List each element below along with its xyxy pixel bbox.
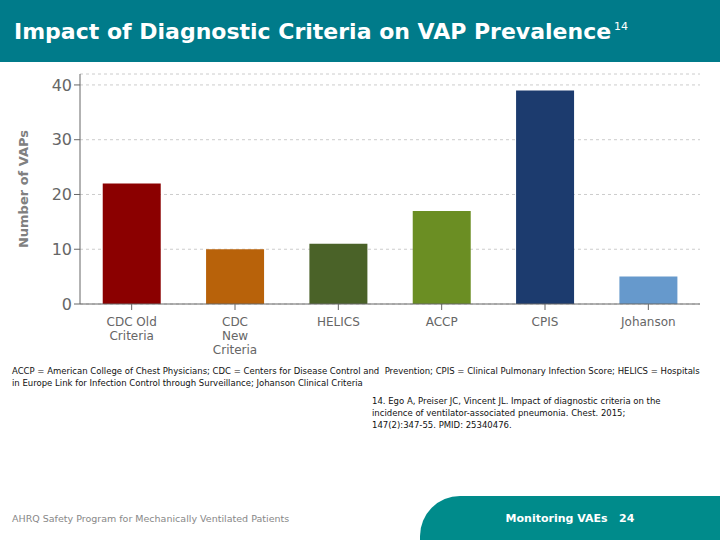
html-text:14. Ego A, Preiser JC, Vincent: 14. Ego A, Preiser JC, Vincent JL. Impac…	[372, 395, 661, 430]
svg-text:Number of VAPs: Number of VAPs	[16, 130, 31, 248]
svg-text:0: 0	[62, 295, 72, 314]
html-text:Monitoring VAEs 24: Monitoring VAEs 24	[505, 511, 635, 525]
svg-text:20: 20	[52, 185, 72, 204]
svg-text:30: 30	[52, 130, 72, 149]
svg-text:Johanson: Johanson	[620, 315, 676, 329]
svg-text:ACCP: ACCP	[426, 315, 458, 329]
svg-text:CDCNewCriteria: CDCNewCriteria	[213, 315, 257, 357]
html-text:Impact of Diagnostic Criteria: Impact of Diagnostic Criteria on VAP Pre…	[14, 18, 629, 44]
svg-text:CDC OldCriteria: CDC OldCriteria	[107, 315, 157, 343]
html-text:AHRQ Safety Program for Mechan: AHRQ Safety Program for Mechanically Ven…	[12, 512, 290, 524]
html-text:ACCP = American College of Che: ACCP = American College of Chest Physici…	[12, 366, 700, 388]
svg-text:40: 40	[52, 76, 72, 95]
svg-text:HELICS: HELICS	[317, 315, 360, 329]
svg-text:10: 10	[52, 240, 72, 259]
svg-text:CPIS: CPIS	[532, 315, 559, 329]
